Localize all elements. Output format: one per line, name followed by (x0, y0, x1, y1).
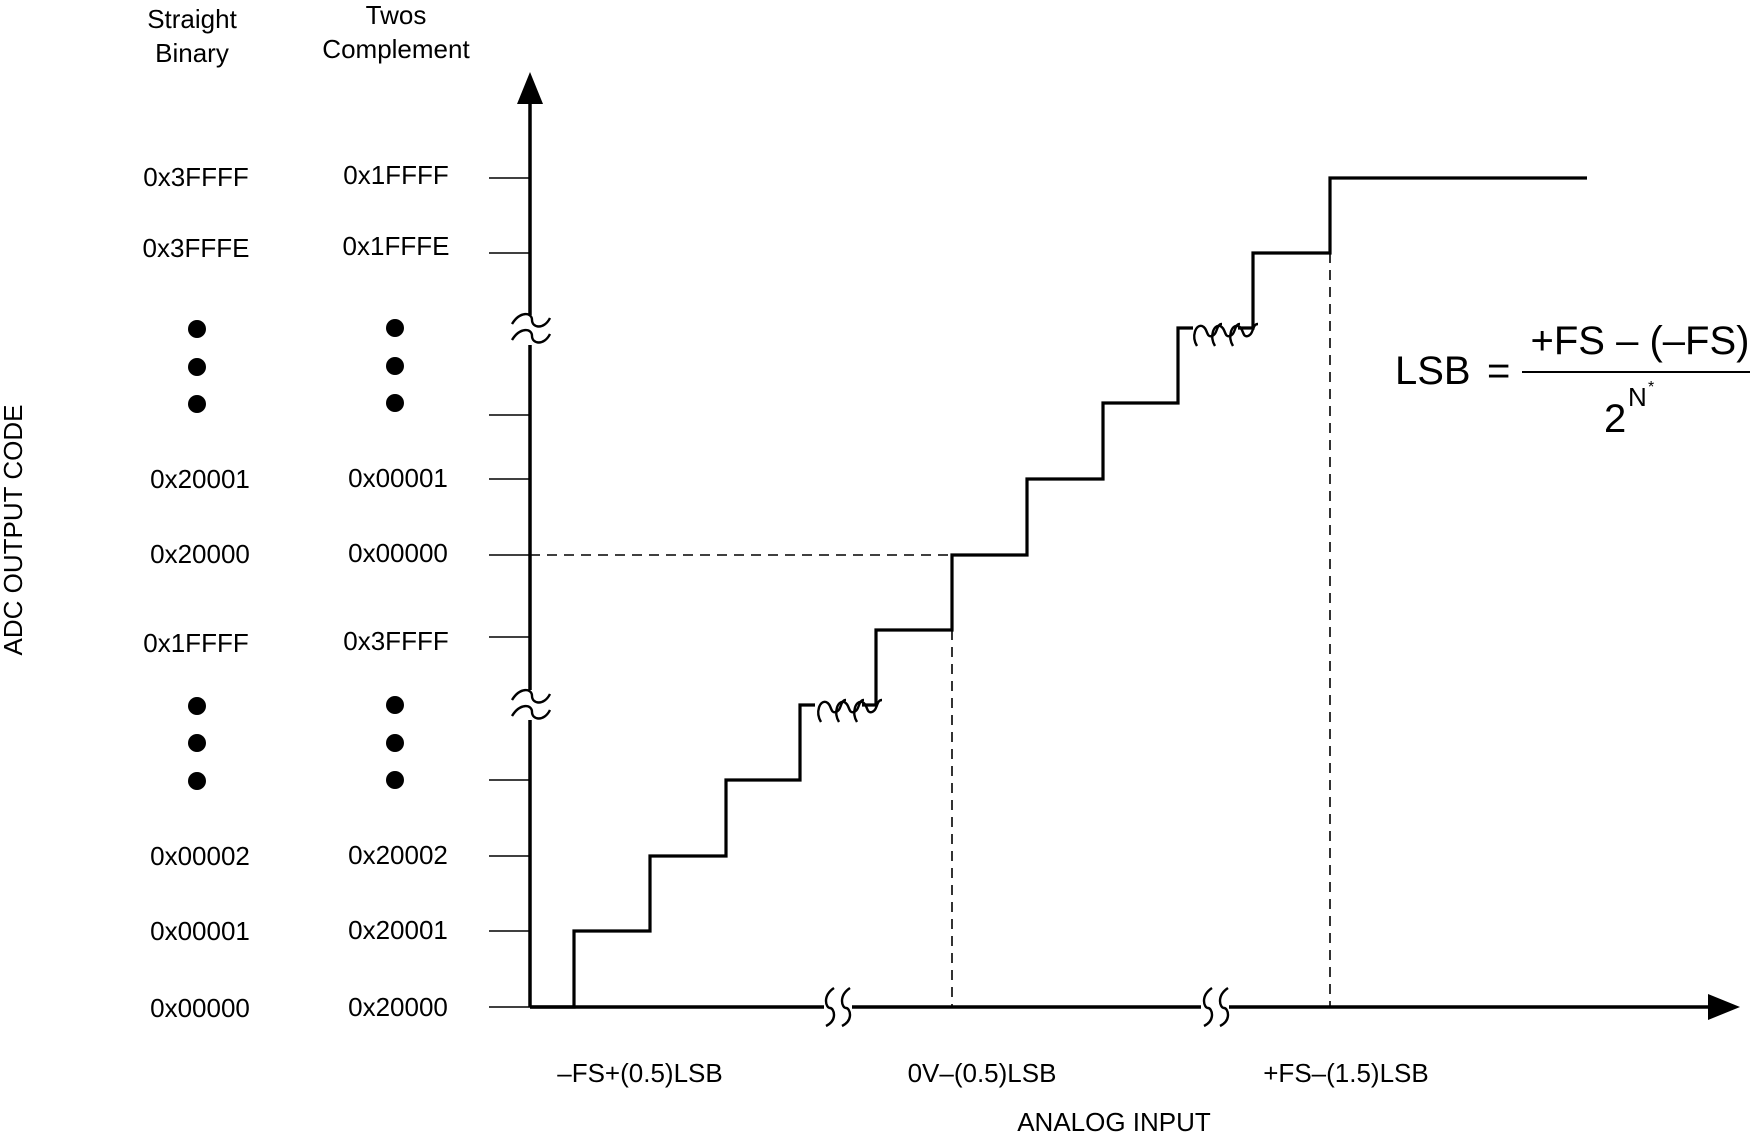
y-axis-arrow (517, 72, 543, 104)
twos-label-7: 0x20000 (348, 992, 448, 1022)
twos-label-5: 0x20002 (348, 840, 448, 870)
straight-ellipsis-upper (188, 320, 206, 413)
formula-denominator-exp: N (1628, 382, 1647, 412)
x-label-neg-fs: –FS+(0.5)LSB (557, 1058, 722, 1088)
twos-label-3: 0x00000 (348, 538, 448, 568)
straight-label-2: 0x20001 (150, 464, 250, 494)
twos-label-2: 0x00001 (348, 463, 448, 493)
straight-label-5: 0x00002 (150, 841, 250, 871)
straight-label-4: 0x1FFFF (143, 628, 248, 658)
straight-label-3: 0x20000 (150, 539, 250, 569)
straight-ellipsis-lower (188, 697, 206, 790)
twos-ellipsis-lower (386, 696, 404, 789)
twos-label-4: 0x3FFFF (343, 626, 448, 656)
formula-equals: = (1487, 349, 1510, 393)
x-axis-title: ANALOG INPUT (1017, 1107, 1211, 1133)
formula-footnote-mark: * (1648, 379, 1654, 396)
y-axis-break-lower (510, 688, 552, 720)
formula-numerator: +FS – (–FS) (1531, 319, 1750, 363)
staircase-break-lower (817, 698, 883, 723)
x-axis-break-right (1201, 987, 1230, 1028)
lsb-formula: LSB = +FS – (–FS) 2 N * (1395, 319, 1750, 441)
twos-label-1: 0x1FFFE (343, 231, 450, 261)
y-ticks (489, 177, 530, 1008)
formula-denominator-base: 2 (1604, 397, 1626, 441)
twos-label-0: 0x1FFFF (343, 160, 448, 190)
transfer-staircase-upper (1238, 176, 1587, 330)
x-axis-arrow (1708, 994, 1740, 1020)
twos-ellipsis-upper (386, 319, 404, 412)
straight-label-7: 0x00000 (150, 993, 250, 1023)
formula-lhs: LSB (1395, 349, 1471, 393)
y-axis-title: ADC OUTPUT CODE (0, 405, 28, 656)
transfer-staircase-lower (530, 703, 815, 1009)
header-straight-line2: Binary (155, 38, 229, 68)
transfer-staircase-middle (862, 326, 1193, 707)
header-straight-line1: Straight (147, 4, 237, 34)
x-axis-break-left (824, 987, 852, 1028)
straight-label-6: 0x00001 (150, 916, 250, 946)
straight-label-0: 0x3FFFF (143, 162, 248, 192)
header-twos-line2: Complement (322, 34, 470, 64)
x-label-zero: 0V–(0.5)LSB (908, 1058, 1057, 1088)
twos-label-6: 0x20001 (348, 915, 448, 945)
header-twos-line1: Twos (366, 0, 427, 30)
x-label-pos-fs: +FS–(1.5)LSB (1263, 1058, 1428, 1088)
straight-label-1: 0x3FFFE (143, 233, 250, 263)
y-axis-break-upper (510, 312, 552, 345)
